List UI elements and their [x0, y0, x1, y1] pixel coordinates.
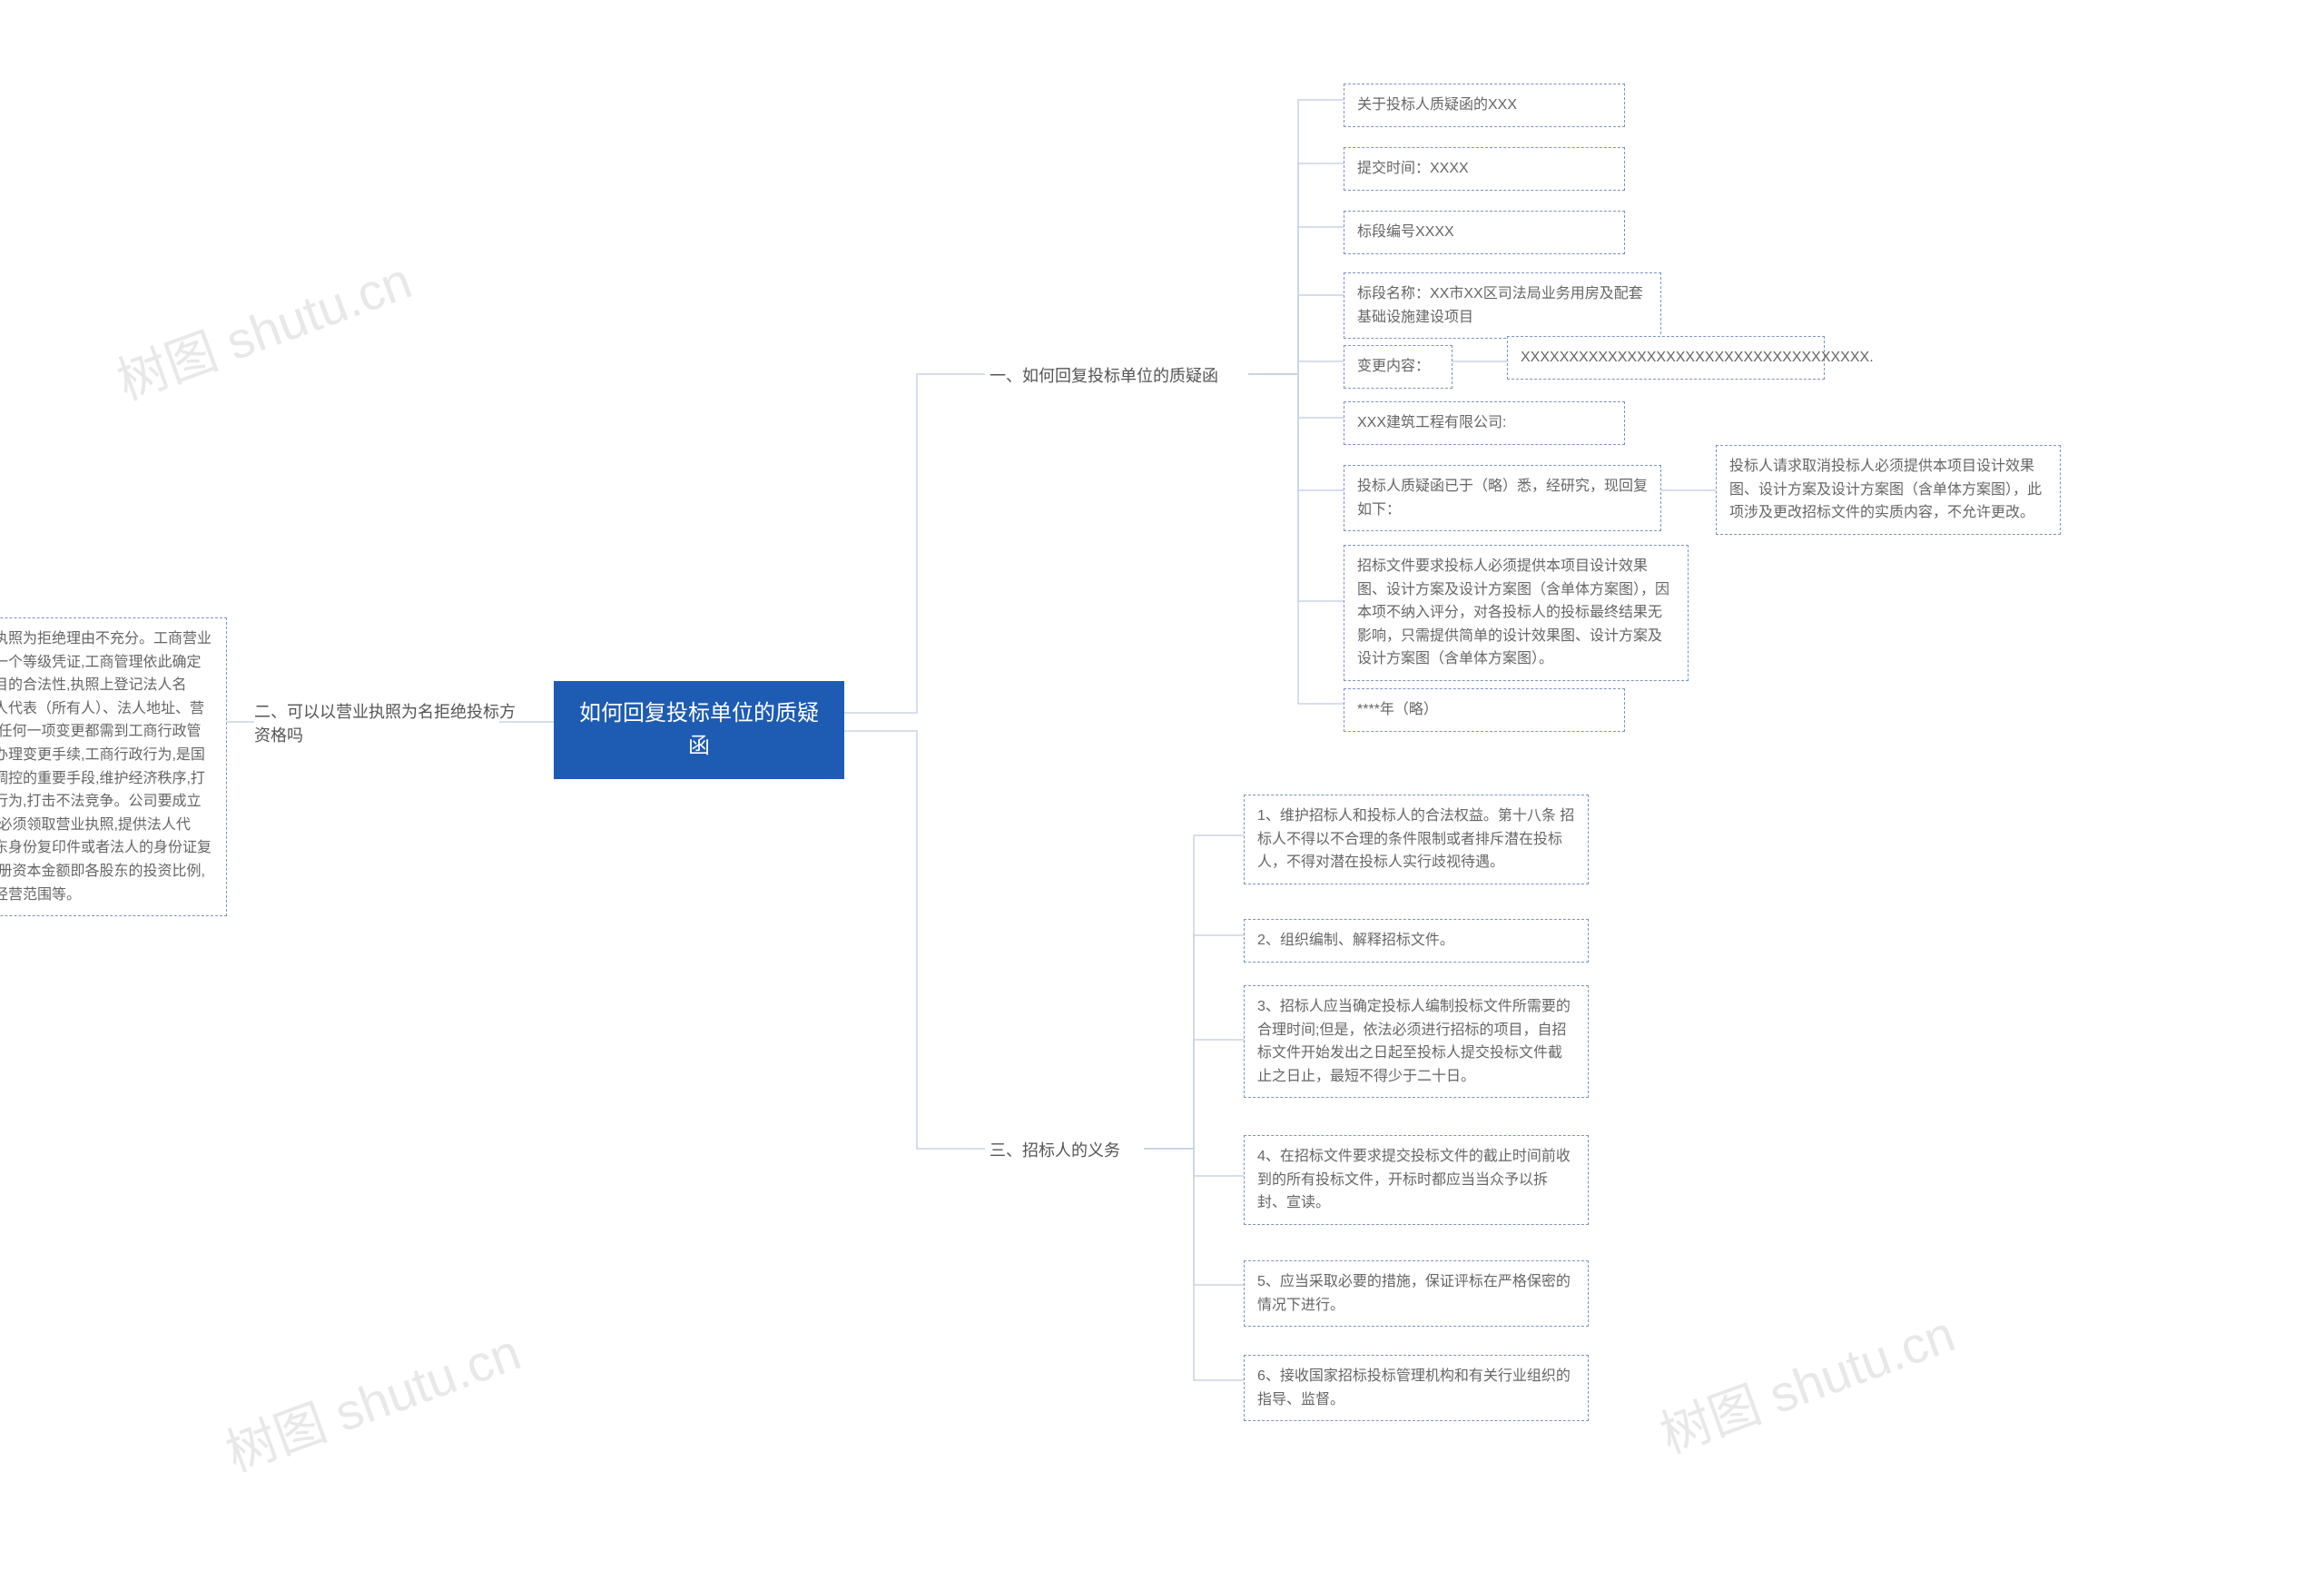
- root-node[interactable]: 如何回复投标单位的质疑函: [554, 681, 844, 779]
- branch3-node-a[interactable]: 1、维护招标人和投标人的合法权益。第十八条 招标人不得以不合理的条件限制或者排斥…: [1244, 795, 1589, 884]
- branch-3-label[interactable]: 三、招标人的义务: [990, 1138, 1162, 1161]
- branch1-node-e[interactable]: 变更内容：: [1344, 345, 1452, 389]
- branch1-node-i[interactable]: ****年（略）: [1344, 688, 1625, 732]
- branch1-node-g[interactable]: 投标人质疑函已于（略）悉，经研究，现回复如下：: [1344, 465, 1661, 531]
- branch3-node-f[interactable]: 6、接收国家招标投标管理机构和有关行业组织的指导、监督。: [1244, 1355, 1589, 1421]
- branch3-node-d[interactable]: 4、在招标文件要求提交投标文件的截止时间前收到的所有投标文件，开标时都应当当众予…: [1244, 1135, 1589, 1225]
- branch1-node-e-child[interactable]: XXXXXXXXXXXXXXXXXXXXXXXXXXXXXXXXXXXX.: [1507, 336, 1825, 380]
- branch3-node-b[interactable]: 2、组织编制、解释招标文件。: [1244, 919, 1589, 963]
- branch2-node-a[interactable]: 以营业执照为拒绝理由不充分。工商营业执照是一个等级凭证,工商管理依此确定其经营目…: [0, 617, 227, 916]
- connector-lines: [0, 0, 2324, 1580]
- branch1-node-d[interactable]: 标段名称：XX市XX区司法局业务用房及配套基础设施建设项目: [1344, 272, 1661, 339]
- branch1-node-h[interactable]: 招标文件要求投标人必须提供本项目设计效果图、设计方案及设计方案图（含单体方案图）…: [1344, 545, 1689, 681]
- branch3-node-e[interactable]: 5、应当采取必要的措施，保证评标在严格保密的情况下进行。: [1244, 1260, 1589, 1327]
- branch3-node-c[interactable]: 3、招标人应当确定投标人编制投标文件所需要的合理时间;但是，依法必须进行招标的项…: [1244, 985, 1589, 1098]
- branch1-node-b[interactable]: 提交时间：XXXX: [1344, 147, 1625, 191]
- branch1-node-c[interactable]: 标段编号XXXX: [1344, 211, 1625, 254]
- branch-2-label[interactable]: 二、可以以营业执照为名拒绝投标方资格吗: [254, 699, 527, 746]
- branch1-node-g-child[interactable]: 投标人请求取消投标人必须提供本项目设计效果图、设计方案及设计方案图（含单体方案图…: [1716, 445, 2061, 535]
- branch-1-label[interactable]: 一、如何回复投标单位的质疑函: [990, 363, 1253, 387]
- branch1-node-f[interactable]: XXX建筑工程有限公司:: [1344, 401, 1625, 445]
- branch1-node-a[interactable]: 关于投标人质疑函的XXX: [1344, 84, 1625, 127]
